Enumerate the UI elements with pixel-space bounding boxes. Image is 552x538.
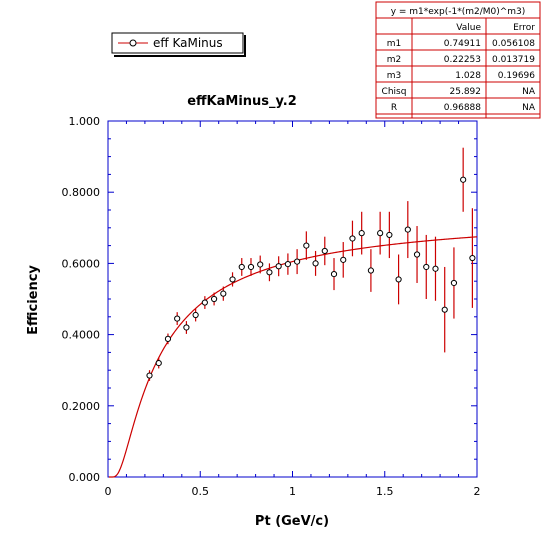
data-point — [358, 230, 365, 237]
data-point — [220, 290, 227, 297]
axis-ticks: 0 0.5 1 1.5 2 0.000 0.2000 0.4000 0.6000 0.8000 1.… — [62, 115, 481, 498]
y-axis-title: Efficiency — [26, 265, 41, 335]
data-point — [303, 242, 310, 249]
fit-table-error: 0.19696 — [498, 71, 535, 81]
y-tick-label: 0.8000 — [62, 186, 101, 199]
fit-table-param-name: m1 — [387, 39, 402, 49]
fit-table-error: 0.013719 — [492, 55, 535, 65]
fit-table-value: 1.028 — [455, 71, 481, 81]
data-point — [450, 279, 458, 287]
data-point — [183, 324, 190, 331]
data-point — [192, 311, 199, 319]
x-tick-label: 1.5 — [376, 485, 394, 498]
fit-table-column-header: Value — [456, 23, 481, 33]
y-tick-label: 0.000 — [69, 471, 101, 484]
legend-box — [111, 32, 244, 54]
data-point — [321, 247, 328, 255]
x-tick-label: 1 — [289, 485, 296, 498]
fit-curve — [108, 236, 478, 478]
x-axis-title: Pt (GeV/c) — [255, 514, 329, 529]
data-point — [247, 263, 255, 271]
data-point — [229, 276, 236, 283]
data-point — [395, 276, 402, 283]
legend-marker — [129, 39, 137, 47]
y-tick-label: 0.4000 — [62, 329, 101, 342]
fit-table-error: NA — [522, 103, 536, 113]
chart-title: effKaMinus_y.2 — [187, 94, 297, 109]
fit-table-param-name: m2 — [387, 55, 402, 65]
data-point — [284, 261, 291, 268]
data-points — [146, 147, 476, 381]
y-tick-label: 0.6000 — [62, 257, 101, 270]
data-point — [367, 267, 375, 274]
data-point — [340, 256, 347, 263]
fit-table-value: 25.892 — [450, 87, 482, 97]
data-point — [146, 372, 153, 379]
data-point — [413, 251, 421, 258]
fit-table-error: 0.056108 — [492, 39, 535, 49]
data-point — [201, 299, 208, 306]
x-tick-label: 2 — [474, 485, 481, 498]
data-point — [469, 254, 476, 262]
fit-formula: y = m1*exp(-1*(m2/M0)^m3) — [391, 7, 526, 17]
data-point — [423, 263, 430, 271]
data-point — [155, 359, 162, 367]
fit-table-column-header: Error — [513, 23, 535, 33]
fit-curve-group — [108, 236, 478, 478]
data-point — [386, 231, 393, 239]
data-point — [257, 261, 264, 268]
data-point — [275, 263, 282, 270]
data-point — [238, 263, 245, 271]
data-point — [404, 226, 411, 233]
legend: eff KaMinus — [111, 32, 246, 57]
data-point — [294, 258, 301, 265]
fit-table-border — [375, 1, 541, 119]
fit-parameter-table: y = m1*exp(-1*(m2/M0)^m3) Value Error m1 0.7… — [375, 1, 541, 119]
fit-table-value: 0.96888 — [444, 103, 481, 113]
x-tick-label: 0.5 — [192, 485, 210, 498]
data-point — [441, 306, 448, 313]
fit-table-param-name: m3 — [387, 71, 402, 81]
y-tick-label: 1.000 — [69, 115, 101, 128]
x-tick-label: 0 — [105, 485, 112, 498]
plot-frame — [107, 120, 478, 478]
data-point — [349, 235, 356, 242]
fit-table-error: NA — [522, 87, 536, 97]
data-point — [330, 270, 338, 278]
data-point — [174, 315, 181, 322]
data-point — [377, 230, 384, 237]
fit-table-param-name: R — [391, 103, 397, 113]
y-tick-label: 0.2000 — [62, 400, 101, 413]
data-point — [266, 269, 273, 276]
data-point — [164, 335, 172, 342]
fit-table-value: 0.74911 — [444, 39, 481, 49]
fit-table-value: 0.22253 — [444, 55, 481, 65]
data-point — [210, 295, 218, 303]
data-point — [432, 265, 439, 272]
data-point — [460, 176, 467, 183]
data-point — [312, 260, 319, 267]
fit-table-param-name: Chisq — [382, 87, 407, 97]
legend-label: eff KaMinus — [153, 36, 223, 50]
